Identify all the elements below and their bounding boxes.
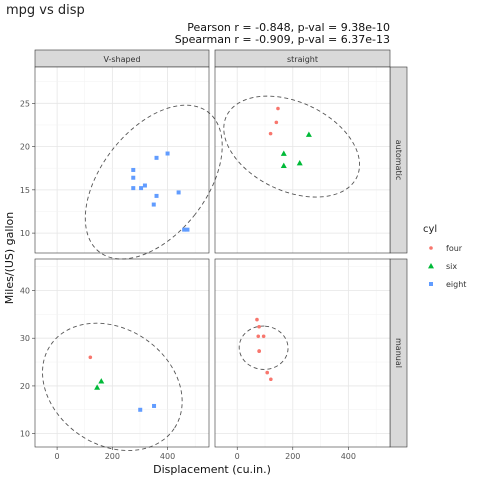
y-tick-label: 15 xyxy=(20,186,30,195)
data-point-eight xyxy=(138,407,143,412)
panel-background xyxy=(215,67,390,253)
data-point-four xyxy=(255,317,259,322)
panel-border xyxy=(214,258,391,448)
panel-border xyxy=(34,66,210,254)
x-tick-label: 400 xyxy=(160,452,175,461)
data-point-six xyxy=(98,378,105,384)
legend-key-eight xyxy=(429,282,433,286)
data-point-four xyxy=(261,334,266,339)
data-point-four xyxy=(274,120,279,125)
y-tick-label: 40 xyxy=(20,286,30,295)
legend-title: cyl xyxy=(423,224,437,235)
x-axis-label: Displacement (cu.in.) xyxy=(153,463,271,476)
confidence-ellipse xyxy=(84,104,223,260)
data-point-eight xyxy=(131,186,136,191)
y-tick-label: 25 xyxy=(20,99,30,108)
y-tick-label: 10 xyxy=(20,430,30,439)
panel-border xyxy=(34,258,210,448)
data-point-six xyxy=(296,160,303,166)
data-point-eight xyxy=(185,227,190,232)
data-point-eight xyxy=(151,202,156,207)
data-point-six xyxy=(94,384,101,390)
y-tick-label: 20 xyxy=(20,143,30,152)
data-point-four xyxy=(276,106,280,111)
column-strip-label: V-shaped xyxy=(103,55,140,64)
y-axis-label: Miles/(US) gallon xyxy=(3,212,16,304)
x-tick-label: 200 xyxy=(285,452,300,461)
legend-label: six xyxy=(446,262,457,271)
data-point-eight xyxy=(139,186,144,191)
data-point-eight xyxy=(152,403,157,408)
legend-key-four xyxy=(429,246,433,250)
data-point-four xyxy=(269,377,273,382)
data-point-four xyxy=(257,349,261,353)
legend-label: four xyxy=(446,244,463,253)
confidence-ellipse xyxy=(238,325,289,370)
chart-subtitle-spearman: Spearman r = -0.909, p-val = 6.37e-13 xyxy=(175,33,390,46)
data-point-four xyxy=(268,131,273,136)
x-tick-label: 0 xyxy=(55,452,60,461)
data-point-six xyxy=(280,150,287,156)
chart-subtitle-pearson: Pearson r = -0.848, p-val = 9.38e-10 xyxy=(187,21,390,34)
data-point-eight xyxy=(165,151,170,156)
data-point-eight xyxy=(182,227,187,232)
data-point-six xyxy=(280,162,287,169)
legend: cyl four six eight xyxy=(423,224,466,289)
column-strip-label: straight xyxy=(287,55,318,64)
facet-panels: V-shaped straight automatic manual 10 15 20 25 1… xyxy=(20,49,408,461)
data-point-six xyxy=(305,131,312,137)
data-point-eight xyxy=(154,155,159,160)
y-tick-label: 30 xyxy=(20,334,30,343)
panel-border xyxy=(214,66,391,254)
data-point-four xyxy=(88,355,93,360)
row-strip-label: automatic xyxy=(394,140,403,180)
legend-label: eight xyxy=(446,280,466,289)
data-point-four xyxy=(257,324,261,329)
data-point-eight xyxy=(131,167,136,172)
y-tick-label: 10 xyxy=(20,229,30,238)
x-tick-label: 200 xyxy=(105,452,120,461)
x-tick-label: 400 xyxy=(341,452,356,461)
confidence-ellipse xyxy=(42,322,183,451)
panel-background xyxy=(35,67,209,253)
y-tick-label: 20 xyxy=(20,382,30,391)
x-tick-label: 0 xyxy=(235,452,240,461)
data-point-eight xyxy=(131,175,136,180)
data-point-eight xyxy=(142,183,147,188)
chart-title: mpg vs disp xyxy=(6,3,85,18)
row-strip-label: manual xyxy=(394,338,403,368)
panel-background xyxy=(215,259,390,447)
data-point-eight xyxy=(176,190,181,195)
data-point-four xyxy=(265,370,270,375)
data-point-eight xyxy=(154,193,159,198)
legend-key-six xyxy=(428,263,434,269)
data-point-four xyxy=(256,334,261,339)
